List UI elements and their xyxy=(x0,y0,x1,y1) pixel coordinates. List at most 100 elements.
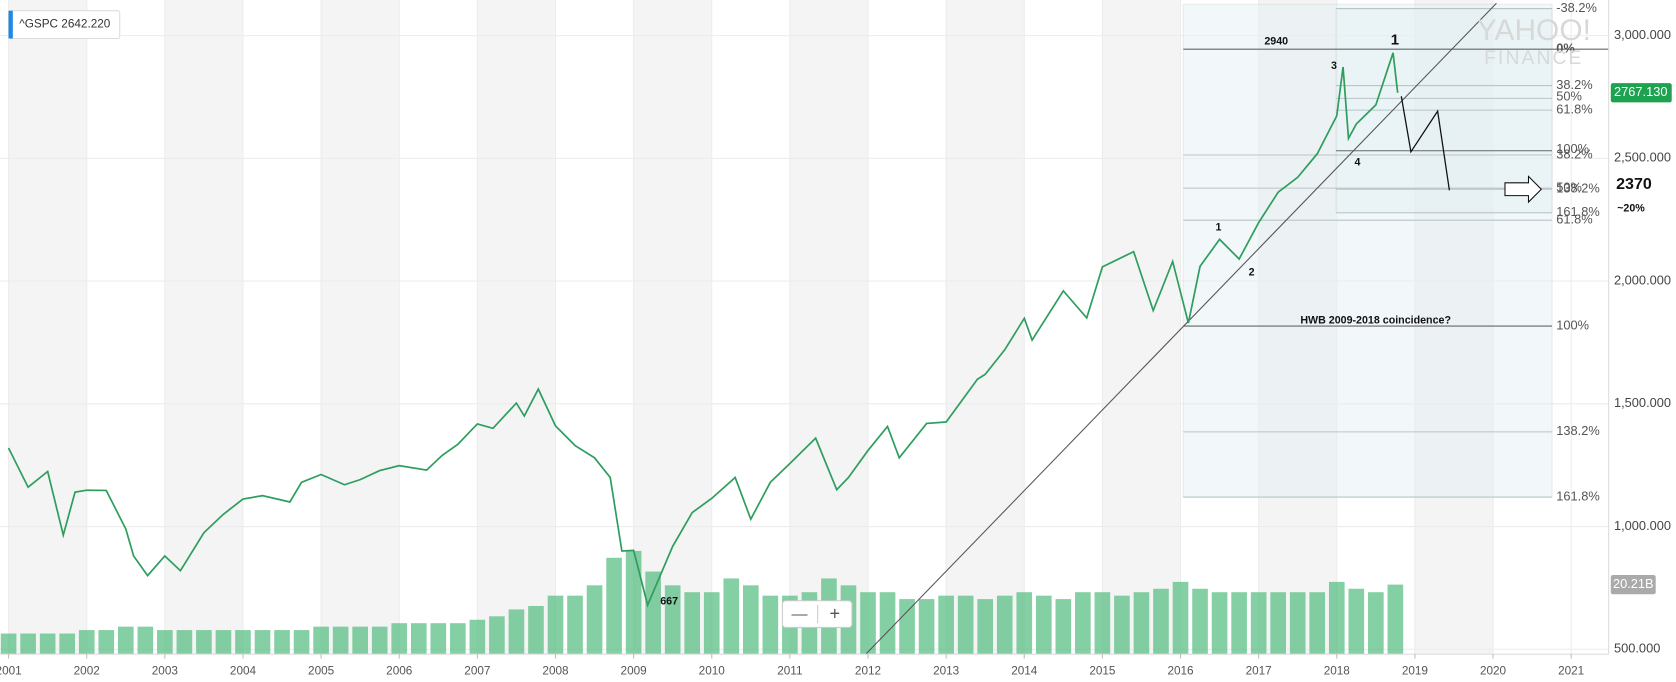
target-pct: ~20% xyxy=(1617,202,1645,214)
volume-bar xyxy=(410,623,427,655)
x-tick-label: 2019 xyxy=(1402,664,1428,677)
year-band xyxy=(321,0,400,655)
volume-bar xyxy=(59,633,76,655)
volume-bar xyxy=(1270,592,1286,655)
year-band xyxy=(1258,0,1337,655)
volume-bar xyxy=(157,630,173,655)
volume-bar xyxy=(860,592,876,655)
volume-bar xyxy=(1348,588,1365,655)
x-tick-label: 2020 xyxy=(1480,664,1507,677)
volume-bar xyxy=(1368,592,1384,655)
volume-bar xyxy=(899,599,915,655)
wave-label: 3 xyxy=(1331,60,1337,72)
x-tick-label: 2004 xyxy=(230,664,257,677)
wave-label: 1 xyxy=(1216,222,1222,234)
fib-label: 138.2% xyxy=(1556,423,1599,438)
zoom-in[interactable]: + xyxy=(829,603,840,623)
volume-bar xyxy=(606,557,622,655)
volume-bar xyxy=(450,623,466,655)
high-label: 2940 xyxy=(1264,36,1288,48)
volume-bar xyxy=(547,595,564,655)
low-label: 667 xyxy=(660,596,678,608)
volume-bar xyxy=(117,626,134,655)
x-tick-label: 2017 xyxy=(1246,664,1272,677)
volume-bar xyxy=(1075,592,1091,655)
volume-bar xyxy=(254,630,271,655)
volume-bar xyxy=(332,626,349,655)
volume-bar xyxy=(1289,592,1306,655)
x-tick-label: 2005 xyxy=(308,664,335,677)
x-tick-label: 2014 xyxy=(1011,664,1038,677)
hwb-note: HWB 2009-2018 coincidence? xyxy=(1300,315,1451,327)
last-price-label: 2767.130 xyxy=(1614,84,1667,99)
fib-label: 100% xyxy=(1556,141,1589,156)
fib-label: 161.8% xyxy=(1556,204,1599,219)
zoom-out[interactable]: — xyxy=(792,605,809,623)
volume-bar xyxy=(137,626,154,655)
x-tick-label: 2001 xyxy=(0,664,22,677)
x-tick-label: 2003 xyxy=(152,664,179,677)
fib-label: -38.2% xyxy=(1556,0,1597,15)
volume-bar xyxy=(20,633,36,655)
x-tick-label: 2021 xyxy=(1558,664,1584,677)
volume-bar xyxy=(742,585,759,655)
volume-bar xyxy=(567,595,583,655)
volume-bar xyxy=(879,592,896,655)
fib-label: 50% xyxy=(1556,180,1582,195)
x-tick-label: 2009 xyxy=(621,664,647,677)
volume-bar xyxy=(645,571,661,655)
volume-bar xyxy=(664,585,681,655)
last-price-badge xyxy=(1610,83,1672,103)
x-tick-label: 2008 xyxy=(542,664,569,677)
axes: 2001 2002 2003 2004 2005 2006 2007 2008 2009 2010… xyxy=(0,27,1672,677)
wave-label: 2 xyxy=(1249,266,1255,278)
volume-bar xyxy=(489,616,505,655)
year-band xyxy=(789,0,869,655)
fib-label: 61.8% xyxy=(1556,102,1592,117)
volume-bar xyxy=(0,633,17,655)
year-band xyxy=(8,0,87,655)
x-tick-label: 2018 xyxy=(1324,664,1351,677)
wave-label: 4 xyxy=(1355,156,1361,168)
year-band xyxy=(946,0,1025,655)
last-volume-badge xyxy=(1610,574,1656,595)
volume-bar xyxy=(1192,588,1208,655)
fib-lines xyxy=(1183,8,1609,498)
x-tick-label: 2016 xyxy=(1167,664,1194,677)
x-tick-label: 2013 xyxy=(933,664,960,677)
fib-label: 38.2% xyxy=(1556,77,1592,92)
projection-path xyxy=(1400,96,1451,191)
y-tick-label: 2,500.000 xyxy=(1614,150,1671,165)
y-tick-label: 1,000.000 xyxy=(1614,518,1671,533)
fib-label: 100% xyxy=(1556,317,1589,332)
fib-labels: 0% 38.2% 50% 61.8% 100% 138.2% 161.8% -3… xyxy=(1556,0,1599,503)
x-tick-label: 2012 xyxy=(855,664,881,677)
volume-bar xyxy=(274,630,290,655)
volume-bar xyxy=(1055,599,1072,655)
x-tick-label: 2006 xyxy=(386,664,413,677)
volume-bar xyxy=(508,609,525,655)
volume-bar xyxy=(1094,592,1111,655)
volume-bar xyxy=(1211,592,1228,655)
volume-bar xyxy=(977,599,994,655)
volume-bar xyxy=(1172,581,1189,655)
fib-label: 61.8% xyxy=(1556,212,1592,227)
volume-bar xyxy=(215,630,232,655)
volume-bar xyxy=(469,619,486,655)
fib-label: 38.2% xyxy=(1556,146,1592,161)
volume-bar xyxy=(352,626,368,655)
fib-label: 161.8% xyxy=(1556,488,1599,503)
target-label: 2370 xyxy=(1616,175,1652,193)
volume-bar xyxy=(684,592,701,655)
volume-bar xyxy=(39,633,56,655)
volume-bar xyxy=(391,623,408,655)
y-tick-label: 1,500.000 xyxy=(1614,395,1671,410)
year-band xyxy=(164,0,243,655)
volume-bar xyxy=(528,605,544,655)
volume-bar xyxy=(703,592,720,655)
watermark: YAHOO! xyxy=(1477,14,1591,47)
volume-bar xyxy=(430,623,447,655)
volume-bar xyxy=(371,626,388,655)
volume-bar xyxy=(918,599,935,655)
volume-bar xyxy=(1035,595,1052,655)
